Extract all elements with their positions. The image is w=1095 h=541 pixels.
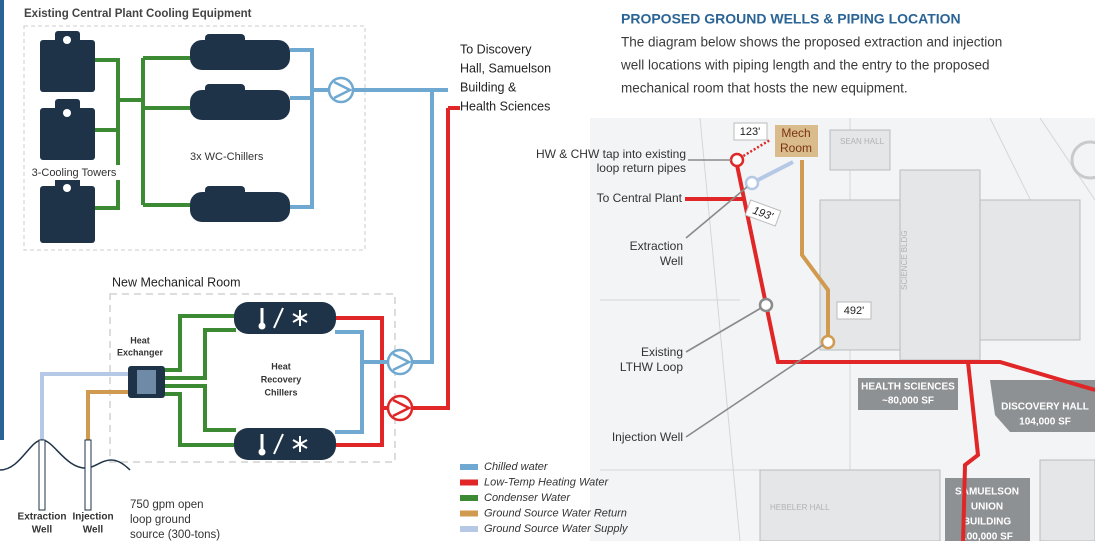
pipe [165,314,236,447]
callout: Well [660,254,683,268]
hrc-label: Heat [271,361,291,371]
pump [327,76,355,104]
legend: Chilled water Low-Temp Heating Water Conde… [460,461,629,535]
map-label: SEAN HALL [840,137,885,146]
room-title: New Mechanical Room [112,275,241,289]
well-label: Well [83,525,104,536]
well-label: Extraction [18,512,67,523]
length: 123' [740,126,760,138]
legend-swatch [460,464,478,470]
length-box [733,122,768,141]
legend-label: Low-Temp Heating Water [484,476,609,488]
destination: Building & [460,80,517,94]
map-label: SCIENCE BLDG [900,230,909,290]
map-label: HEBELER HALL [770,503,830,512]
source-note: 750 gpm open [130,499,204,511]
callout: LTHW Loop [620,360,683,374]
section-title: PROPOSED GROUND WELLS & PIPING LOCATION [621,11,961,27]
pipe [86,390,128,440]
destination: Hall, Samuelson [460,61,551,75]
pipe [335,330,388,434]
extraction-well [744,175,760,191]
legend-swatch [460,479,478,486]
source-note: loop ground [130,514,191,526]
callout: HW & CHW tap into existing [536,147,686,161]
callout: To Central Plant [597,191,683,205]
legend-label: Condenser Water [484,492,571,504]
towers-label: 3-Cooling Towers [32,167,117,179]
legend-swatch [460,495,478,501]
well-shaft [84,439,92,511]
injection-well [820,334,836,350]
pipe [40,372,128,440]
campus-map [590,117,1095,541]
length-box [836,301,872,320]
chillers-label: 3x WC-Chillers [190,151,264,163]
building-area: 104,000 SF [1019,417,1071,428]
well-label: Well [32,525,53,536]
leader [685,344,824,438]
mech-room-label: Mech [781,126,810,140]
length-box [744,199,782,227]
pipe [412,106,460,410]
building-area: ~80,000 SF [882,396,934,407]
pipe [735,164,1095,541]
building-name: SAMUELSON [955,487,1019,498]
pipe [751,160,794,185]
ground-loop [0,439,131,471]
building-name: HEALTH SCIENCES [861,382,955,393]
heat-exchanger [128,366,165,398]
callout: Injection Well [612,430,683,444]
legend-label: Chilled water [484,461,549,473]
cooling-tower [40,31,95,243]
description: well locations with piping length and th… [620,58,990,73]
building-name: UNION [971,502,1003,513]
lthw-point [758,297,774,313]
hrc-label: Chillers [264,387,297,397]
label-bg [27,165,122,180]
callout: Existing [641,345,683,359]
edge-strip [0,0,4,440]
building-name: BUILDING [963,517,1012,528]
destination: To Discovery [460,42,532,56]
hx-label: Exchanger [117,347,164,357]
description: mechanical room that hosts the new equip… [621,81,908,96]
tap-point [729,152,745,168]
source-note: source (300-tons) [130,529,220,541]
hrc-label: Recovery [261,374,302,384]
description: The diagram below shows the proposed ext… [621,35,1002,50]
pipe [290,48,448,364]
legend-swatch [460,510,478,517]
legend-label: Ground Source Water Return [484,507,627,519]
plant-title: Existing Central Plant Cooling Equipment [24,8,252,20]
length: 492' [844,305,864,317]
well-shaft [38,439,46,511]
leader [685,307,762,353]
callout: loop return pipes [597,161,686,175]
callout: Extraction [630,239,683,253]
chiller [190,34,290,222]
mech-room-label: Room [780,141,812,155]
building-name: DISCOVERY HALL [1001,402,1089,413]
heat-recovery-chiller [234,302,336,460]
room-box [109,293,396,463]
building-area: 100,000 SF [961,532,1013,541]
pipe [739,138,771,160]
building: DISCOVERY HALL 104,000 SF [990,380,1095,432]
pump [386,348,414,422]
mech-room [775,125,818,157]
plant-box [23,25,366,251]
building: HEALTH SCIENCES ~80,000 SF [858,378,958,410]
hx-label: Heat [130,335,150,345]
well-label: Injection [72,512,113,523]
legend-swatch [460,526,478,532]
pipe [800,160,830,340]
legend-label: Ground Source Water Supply [484,523,629,535]
destination: Health Sciences [460,99,550,113]
building: SAMUELSON UNION BUILDING 100,000 SF [945,478,1030,541]
leader [685,186,748,239]
pipe [95,56,190,210]
